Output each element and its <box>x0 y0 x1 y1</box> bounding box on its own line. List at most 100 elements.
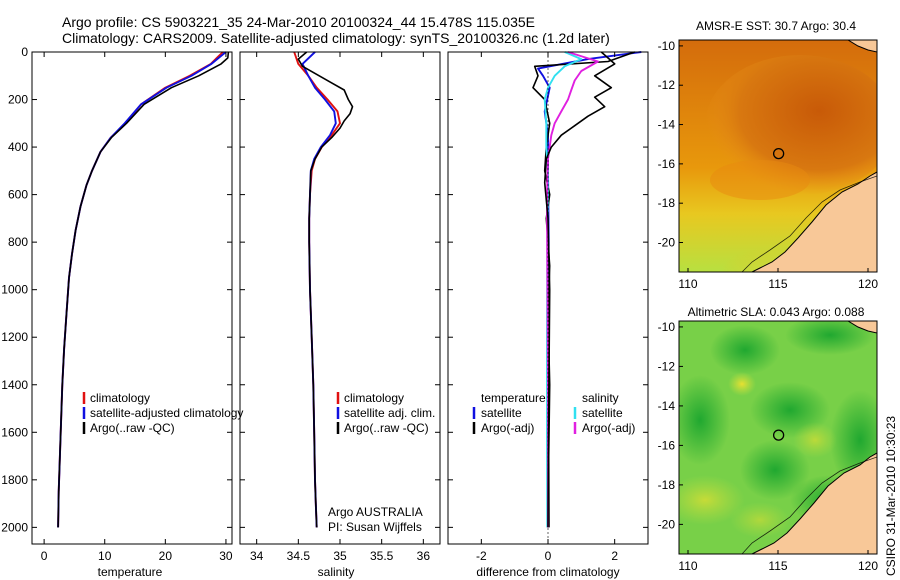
sla-map-title: Altimetric SLA: 0.043 Argo: 0.088 <box>688 305 865 319</box>
difference-legend: temperature satellite Argo(-adj) salinit… <box>472 391 635 435</box>
x-tick-label: -2 <box>476 549 487 563</box>
difference-curves <box>532 51 642 544</box>
y-tick-label: 1400 <box>1 378 28 392</box>
map-y-tick-label: -16 <box>658 438 676 452</box>
sst-map-ticks: 110 115 120 -10 -12 -14 -16 -18 -20 <box>658 39 879 291</box>
y-tick-label: 1200 <box>1 330 28 344</box>
sst-argo-location-marker <box>772 147 785 160</box>
difference-xlabel: difference from climatology <box>476 565 619 579</box>
salinity-series-0 <box>293 51 341 528</box>
temperature-series-2 <box>57 51 230 528</box>
map-y-tick-label: -10 <box>658 39 676 53</box>
legend-salinity-title: salinity <box>582 391 619 405</box>
y-tick-label: 200 <box>8 93 28 107</box>
pi-label: PI: Susan Wijffels <box>328 520 422 534</box>
map-y-tick-label: -10 <box>658 320 676 334</box>
sst-isobath <box>741 175 877 272</box>
sla-map-ticks: 110 115 120 -10 -12 -14 -16 -18 -20 <box>658 320 879 573</box>
map-x-tick-label: 110 <box>678 277 697 291</box>
map-x-tick-label: 110 <box>678 559 697 573</box>
difference-series-3 <box>546 51 599 528</box>
map-y-tick-label: -14 <box>658 118 676 132</box>
sst-map: 110 115 120 -10 -12 -14 -16 -18 -20 <box>658 39 879 291</box>
salinity-legend: climatology satellite adj. clim. Argo(..… <box>336 391 435 435</box>
difference-ticks: -2 0 2 <box>448 51 648 563</box>
y-tick-label: 2000 <box>1 520 28 534</box>
y-tick-label: 600 <box>8 188 28 202</box>
map-y-tick-label: -12 <box>658 359 676 373</box>
legend-satellite-adj: satellite adj. clim. <box>344 406 435 420</box>
sst-land-north <box>847 40 877 53</box>
legend-sal-satellite: satellite <box>582 406 623 420</box>
salinity-panel: 34 34.5 35 35.5 36 salinity climatology sate… <box>239 51 441 579</box>
temperature-curves <box>57 51 230 528</box>
legend-temp-argo: Argo(-adj) <box>481 421 534 435</box>
sla-map: 110 115 120 -10 -12 -14 -16 -18 -20 <box>658 320 879 573</box>
x-tick-label: 35 <box>333 549 347 563</box>
map-y-tick-label: -12 <box>658 78 676 92</box>
difference-series-0 <box>537 51 642 528</box>
x-tick-label: 34.5 <box>287 549 311 563</box>
map-y-tick-label: -20 <box>658 236 676 250</box>
x-tick-label: 0 <box>41 549 48 563</box>
header-line-2: Climatology: CARS2009. Satellite-adjuste… <box>62 30 610 46</box>
sst-map-title: AMSR-E SST: 30.7 Argo: 30.4 <box>696 19 856 33</box>
temperature-series-0 <box>57 51 224 528</box>
sst-land <box>751 171 877 272</box>
y-tick-label: 1000 <box>1 283 28 297</box>
legend-argo: Argo(..raw -QC) <box>344 421 429 435</box>
legend-temperature-title: temperature <box>481 391 546 405</box>
y-tick-label: 1600 <box>1 425 28 439</box>
legend-climatology: climatology <box>90 391 150 405</box>
difference-panel: -2 0 2 difference from climatology tempera… <box>447 51 649 579</box>
sla-argo-location-marker <box>772 429 785 441</box>
map-y-tick-label: -18 <box>658 478 676 492</box>
temperature-xlabel: temperature <box>98 565 163 579</box>
salinity-curves <box>293 51 354 528</box>
legend-climatology: climatology <box>344 391 404 405</box>
x-tick-label: 2 <box>611 549 618 563</box>
map-y-tick-label: -16 <box>658 157 676 171</box>
y-tick-label: 800 <box>8 235 28 249</box>
x-tick-label: 0 <box>545 549 552 563</box>
y-tick-label: 400 <box>8 140 28 154</box>
map-x-tick-label: 115 <box>768 277 787 291</box>
difference-series-4 <box>543 51 616 528</box>
map-x-tick-label: 120 <box>858 277 878 291</box>
x-tick-label: 34 <box>250 549 264 563</box>
header-line-1: Argo profile: CS 5903221_35 24-Mar-2010 … <box>62 14 535 30</box>
salinity-series-1 <box>301 51 337 528</box>
map-y-tick-label: -20 <box>658 517 676 531</box>
sla-land-north <box>847 321 877 334</box>
x-tick-label: 20 <box>159 549 173 563</box>
map-y-tick-label: -18 <box>658 196 676 210</box>
temperature-panel: 0 10 20 30 0 200 400 600 800 1000 1200 1400 1600 1800… <box>1 45 243 579</box>
salinity-ticks: 34 34.5 35 35.5 36 <box>240 51 440 563</box>
x-tick-label: 30 <box>219 549 233 563</box>
legend-satellite-adjusted: satellite-adjusted climatology <box>90 406 243 420</box>
salinity-axes-frame <box>239 51 441 545</box>
legend-argo: Argo(..raw -QC) <box>90 421 175 435</box>
temperature-axes-frame <box>31 51 233 545</box>
map-x-tick-label: 115 <box>768 559 787 573</box>
salinity-series-2 <box>297 51 354 528</box>
sst-warm-pool <box>705 55 877 195</box>
legend-sal-argo: Argo(-adj) <box>582 421 635 435</box>
sst-cool-patch <box>679 190 795 272</box>
csiro-timestamp: CSIRO 31-Mar-2010 10:30:23 <box>884 416 898 576</box>
y-tick-label: 0 <box>21 45 28 59</box>
y-tick-label: 1800 <box>1 473 28 487</box>
argo-australia-label: Argo AUSTRALIA <box>328 505 423 519</box>
x-tick-label: 36 <box>417 549 431 563</box>
salinity-xlabel: salinity <box>318 565 355 579</box>
sla-isobath <box>741 456 877 554</box>
x-tick-label: 35.5 <box>370 549 394 563</box>
temperature-legend: climatology satellite-adjusted climatolo… <box>82 391 243 435</box>
temperature-series-1 <box>57 51 227 528</box>
sla-land <box>751 452 877 554</box>
legend-temp-satellite: satellite <box>481 406 522 420</box>
x-tick-label: 10 <box>98 549 112 563</box>
temperature-ticks: 0 10 20 30 0 200 400 600 800 1000 1200 1400 1600 1800… <box>1 45 233 563</box>
map-x-tick-label: 120 <box>858 559 878 573</box>
